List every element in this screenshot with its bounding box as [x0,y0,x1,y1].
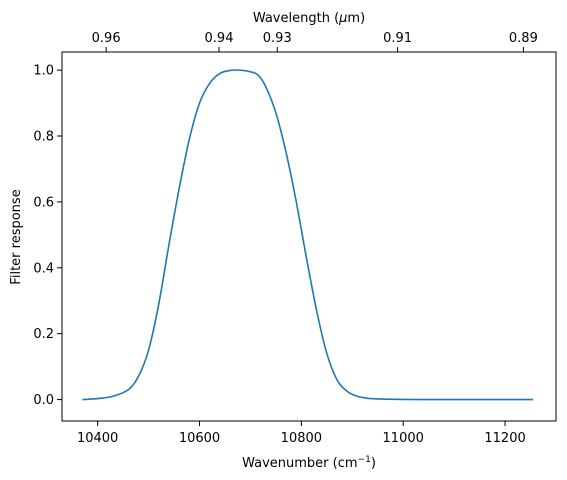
x-tick-label: 11200 [484,431,525,446]
top-tick-label: 0.96 [92,31,121,46]
y-tick-label: 0.0 [33,393,54,408]
x-tick-label: 10600 [179,431,220,446]
filter-response-line [82,69,534,401]
top-axis-ticks: 0.96 0.94 0.93 0.91 0.89 [92,31,538,52]
top-tick-label: 0.93 [263,31,292,46]
y-tick-label: 0.8 [33,130,54,145]
top-tick-label: 0.94 [205,31,234,46]
y-axis-label: Filter response [9,189,24,284]
x-tick-label: 10400 [77,431,118,446]
x-axis-ticks: 10400 10600 10800 11000 11200 [77,421,526,446]
x-tick-label: 11000 [383,431,424,446]
top-tick-label: 0.91 [383,31,412,46]
y-tick-label: 1.0 [33,64,54,79]
y-axis-ticks: 0.0 0.2 0.4 0.6 0.8 1.0 [33,64,62,408]
axes-frame [61,51,557,422]
plot-area [82,69,534,401]
top-tick-label: 0.89 [509,31,538,46]
y-tick-label: 0.4 [33,261,54,276]
x-tick-label: 10800 [281,431,322,446]
x-axis-label: Wavenumber (cm−1) [242,455,376,471]
y-tick-label: 0.2 [33,327,54,342]
top-axis-label: Wavelength (μm) [253,11,365,26]
y-tick-label: 0.6 [33,195,54,210]
